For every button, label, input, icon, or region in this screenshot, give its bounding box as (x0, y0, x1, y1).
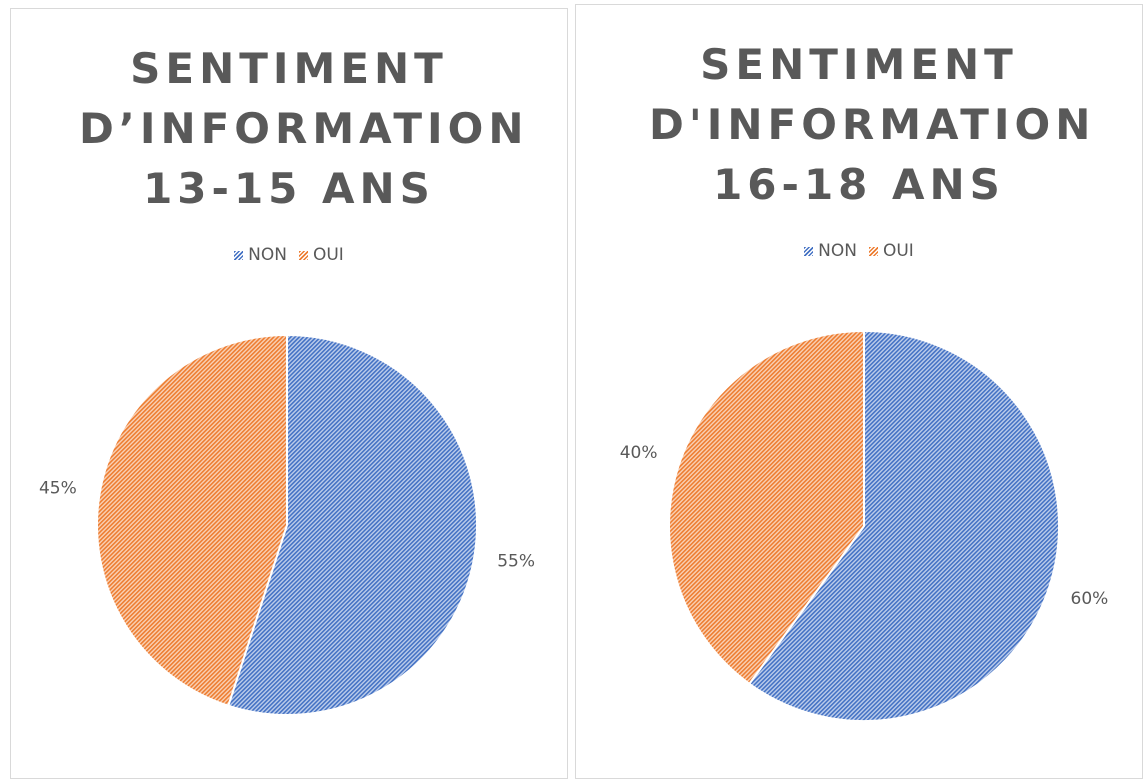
pie-slice (227, 333, 478, 716)
data-label: 55% (497, 551, 535, 571)
pie-chart: 55% 45% (39, 333, 535, 716)
chart-title: SENTIMENT D'INFORMATION 16-18 ANS (649, 40, 1096, 209)
legend: NON OUI (576, 241, 1142, 261)
pie-slice (96, 333, 288, 707)
pie-slice (668, 329, 865, 686)
legend-swatch (298, 251, 308, 260)
legend-label: OUI (312, 245, 344, 265)
pie-slice (747, 329, 1060, 722)
legend-label: OUI (882, 241, 914, 261)
legend-swatch (234, 251, 244, 260)
legend-swatch (804, 247, 814, 256)
legend: NON OUI (11, 245, 567, 265)
legend-item: NON (234, 245, 287, 265)
legend-item: OUI (298, 245, 344, 265)
pie-chart: 60% 40% (620, 329, 1109, 722)
legend-label: NON (248, 245, 287, 265)
legend-item: NON (804, 241, 857, 261)
data-label: 40% (620, 443, 658, 463)
legend-item: OUI (868, 241, 914, 261)
data-label: 45% (39, 479, 77, 499)
chart-panel: SENTIMENT D'INFORMATION 16-18 ANS NON OUI 6… (575, 4, 1143, 779)
chart-panel: SENTIMENT D’INFORMATION 13-15 ANS NON OUI 5… (10, 8, 568, 779)
data-label: 60% (1071, 589, 1109, 609)
legend-swatch (868, 247, 878, 256)
chart-title: SENTIMENT D’INFORMATION 13-15 ANS (79, 44, 529, 213)
legend-label: NON (818, 241, 857, 261)
